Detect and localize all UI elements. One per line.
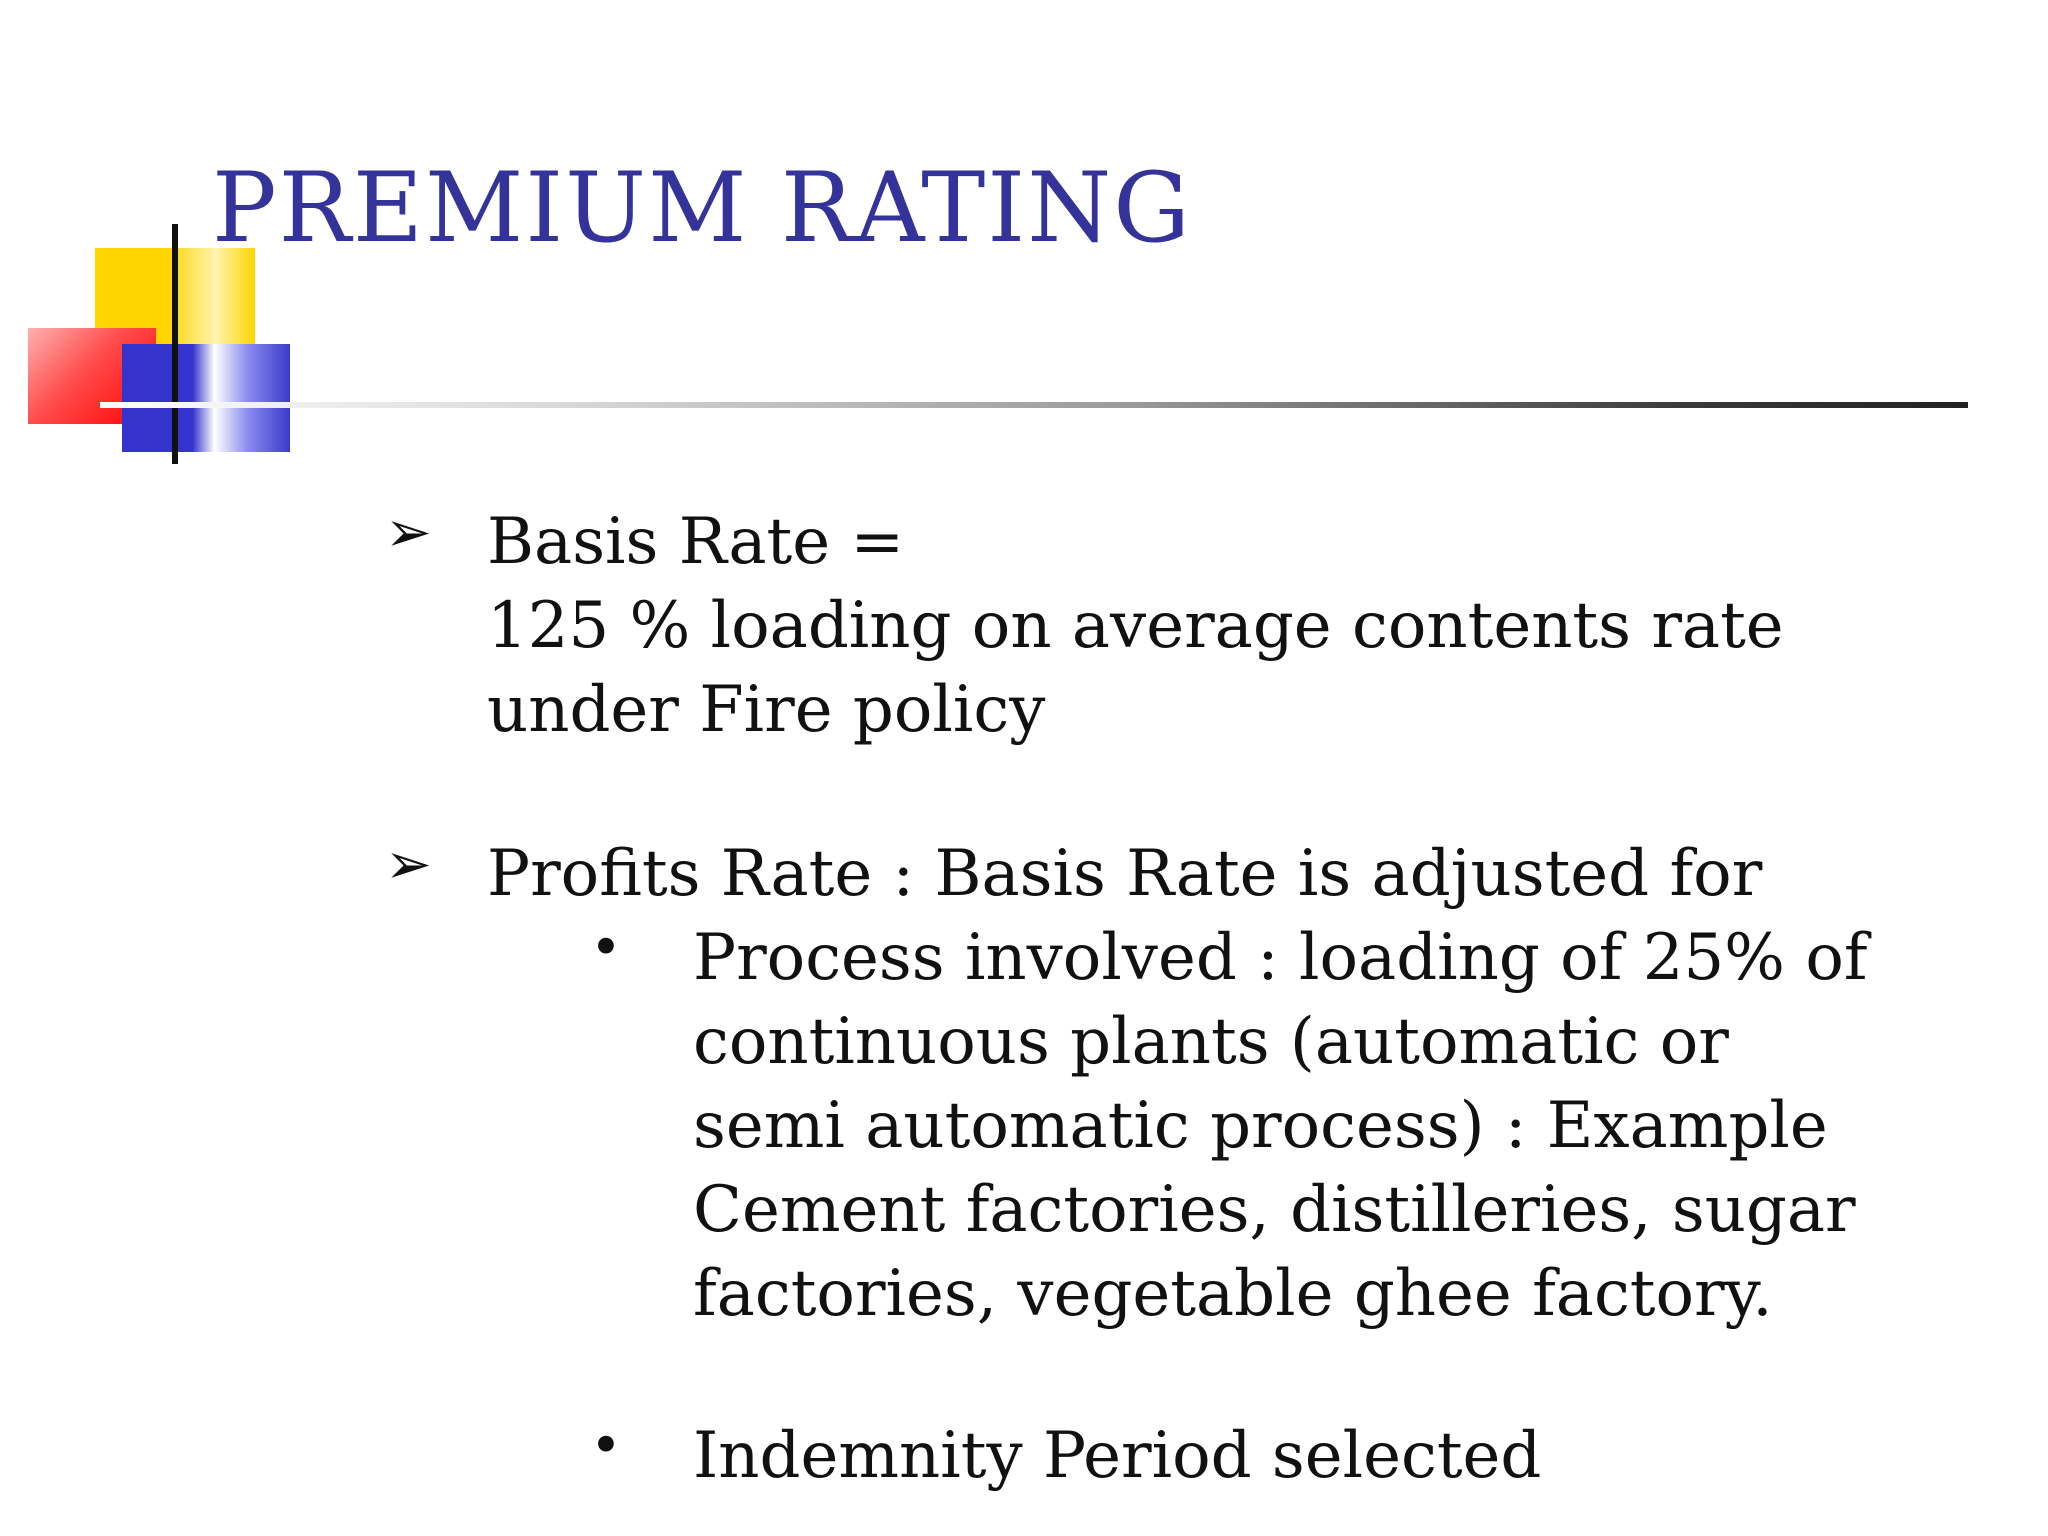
sub-bullet-1-line-3: semi automatic process) : Example — [693, 1089, 1828, 1163]
bullet-1-line-2: 125 % loading on average contents rate — [487, 589, 1784, 663]
bullet-2-line-1: Profits Rate : Basis Rate is adjusted fo… — [487, 837, 1763, 911]
decor-vertical-line — [172, 224, 178, 464]
sub-bullet-2-line-1: Indemnity Period selected — [693, 1419, 1542, 1493]
slide-title: PREMIUM RATING — [212, 152, 1192, 264]
sub-bullet-1-line-4: Cement factories, distilleries, sugar — [693, 1173, 1856, 1247]
dot-bullet-icon: • — [590, 1414, 622, 1477]
title-underline-rule — [100, 402, 1968, 408]
sub-bullet-1-line-1: Process involved : loading of 25% of — [693, 921, 1868, 995]
bullet-1-line-3: under Fire policy — [487, 673, 1046, 747]
sub-bullet-1-line-5: factories, vegetable ghee factory. — [693, 1257, 1773, 1331]
sub-bullet-1-line-2: continuous plants (automatic or — [693, 1005, 1729, 1079]
dot-bullet-icon: • — [590, 916, 622, 979]
arrowhead-bullet-icon: ➢ — [385, 832, 432, 897]
bullet-1-line-1: Basis Rate = — [487, 505, 905, 579]
decor-blue-square — [122, 344, 290, 452]
arrowhead-bullet-icon: ➢ — [385, 500, 432, 565]
